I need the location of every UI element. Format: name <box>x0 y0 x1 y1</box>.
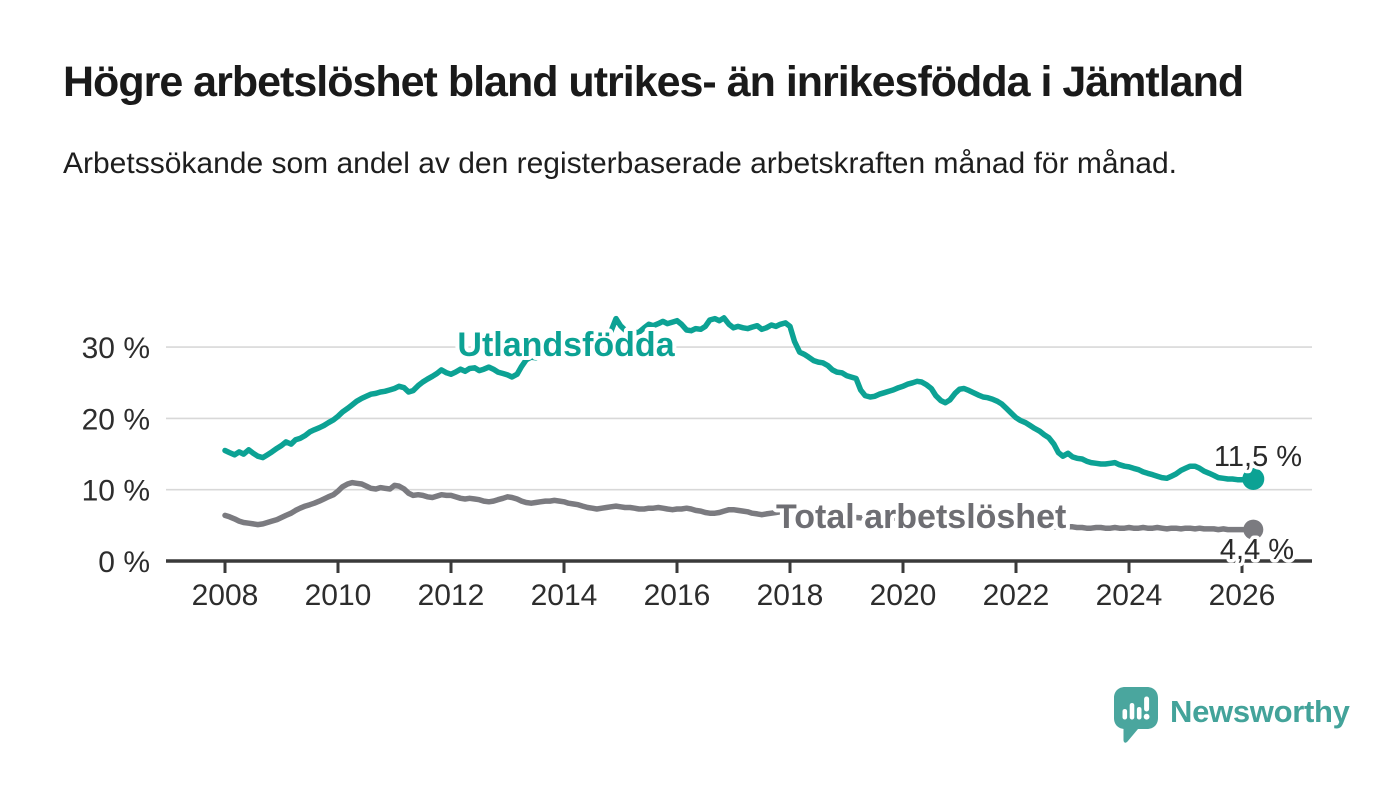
bar-mid-icon <box>1136 707 1142 720</box>
bar-tall-icon <box>1129 703 1135 720</box>
end-value-utlandsfodda: 11,5 % <box>1214 441 1302 473</box>
end-dot-total <box>1243 519 1264 540</box>
newsworthy-logo: Newsworthy <box>1113 686 1350 744</box>
x-tick-label: 2024 <box>1096 579 1163 612</box>
line-total-arbetsloshet <box>222 479 1257 533</box>
x-tick-label: 2014 <box>531 579 598 612</box>
exclamation-bar-icon <box>1144 696 1150 712</box>
page-title: Högre arbetslöshet bland utrikes- än inr… <box>63 58 1244 106</box>
x-tick-label: 2026 <box>1209 579 1276 612</box>
speech-bubble-shape <box>1114 687 1158 743</box>
end-dot-utlandsfodda <box>1242 468 1265 491</box>
y-tick-label: 10 % <box>82 475 150 508</box>
exclamation-dot-icon <box>1143 713 1150 720</box>
end-value-total: 4,4 % <box>1220 534 1294 566</box>
bar-small-icon <box>1122 709 1128 720</box>
chart-subtitle: Arbetssökande som andel av den registerb… <box>63 147 1177 180</box>
newsworthy-logo-text: Newsworthy <box>1170 694 1350 729</box>
x-tick-label: 2016 <box>644 579 711 612</box>
x-tick-label: 2020 <box>870 579 937 612</box>
line-utlandsfodda <box>222 315 1257 484</box>
series-label-total: Total arbetslöshet <box>776 498 1066 536</box>
x-tick-label: 2018 <box>757 579 824 612</box>
series-label-utlandsfodda: Utlandsfödda <box>457 326 675 364</box>
x-tick-label: 2010 <box>305 579 372 612</box>
y-tick-label: 0 % <box>98 546 150 579</box>
y-tick-label: 30 % <box>82 332 150 365</box>
x-tick-label: 2022 <box>983 579 1050 612</box>
newsworthy-logo-icon <box>1114 687 1158 743</box>
x-tick-label: 2012 <box>418 579 485 612</box>
x-tick-label: 2008 <box>192 579 259 612</box>
y-tick-label: 20 % <box>82 403 150 436</box>
